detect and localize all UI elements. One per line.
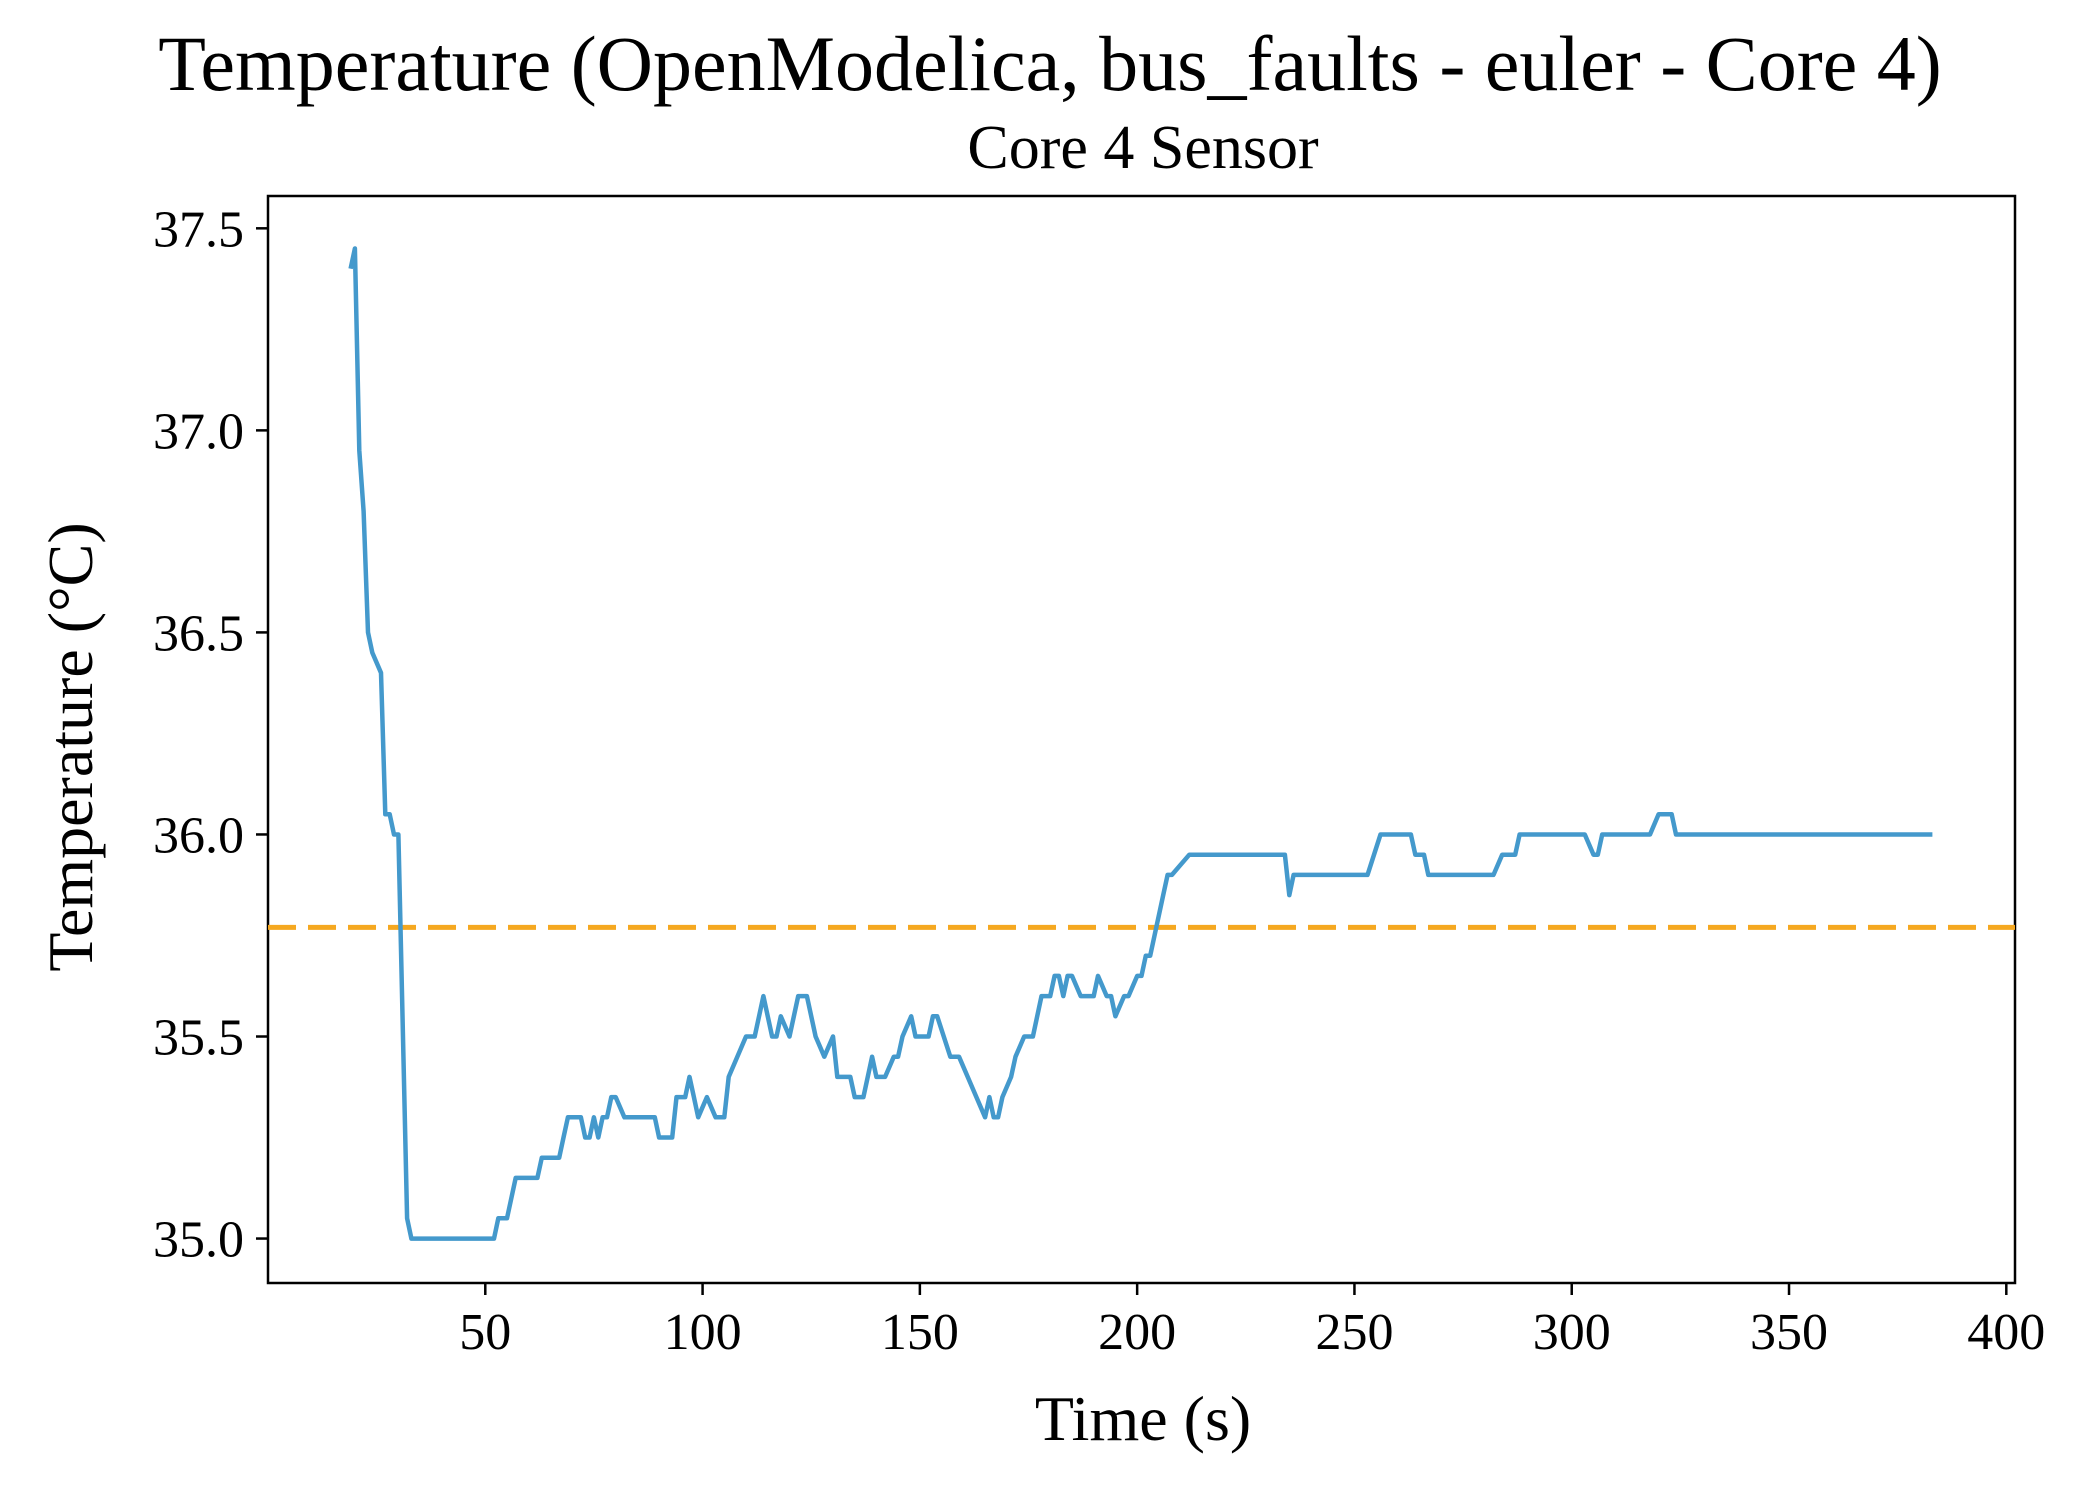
- plot-area: [266, 194, 2017, 1285]
- x-axis-label: Time (s): [1035, 1383, 1251, 1454]
- x-tick-label: 400: [1967, 1304, 2045, 1361]
- y-tick-label: 36.0: [153, 807, 244, 864]
- x-tick-label: 50: [459, 1304, 511, 1361]
- chart-title: Temperature (OpenModelica, bus_faults - …: [158, 20, 1942, 107]
- series-line: [348, 246, 1933, 1241]
- y-tick-label: 37.5: [153, 201, 244, 258]
- y-tick-label: 37.0: [153, 403, 244, 460]
- axis-ticks: 50 100 150 200 250 300 350 400 35.0 35.5 36.0 36.5 3…: [153, 201, 2045, 1361]
- x-tick-label: 250: [1315, 1304, 1393, 1361]
- y-tick-label: 36.5: [153, 605, 244, 662]
- x-tick-label: 200: [1098, 1304, 1176, 1361]
- x-tick-label: 150: [881, 1304, 959, 1361]
- x-tick-label: 350: [1750, 1304, 1828, 1361]
- y-tick-label: 35.0: [153, 1212, 244, 1269]
- y-axis-label: Temperature (°C): [35, 522, 106, 971]
- y-tick-label: 35.5: [153, 1010, 244, 1067]
- axes-frame: [266, 194, 2017, 1285]
- x-tick-label: 300: [1533, 1304, 1611, 1361]
- x-tick-label: 100: [664, 1304, 742, 1361]
- chart-subtitle: Core 4 Sensor: [967, 114, 1319, 182]
